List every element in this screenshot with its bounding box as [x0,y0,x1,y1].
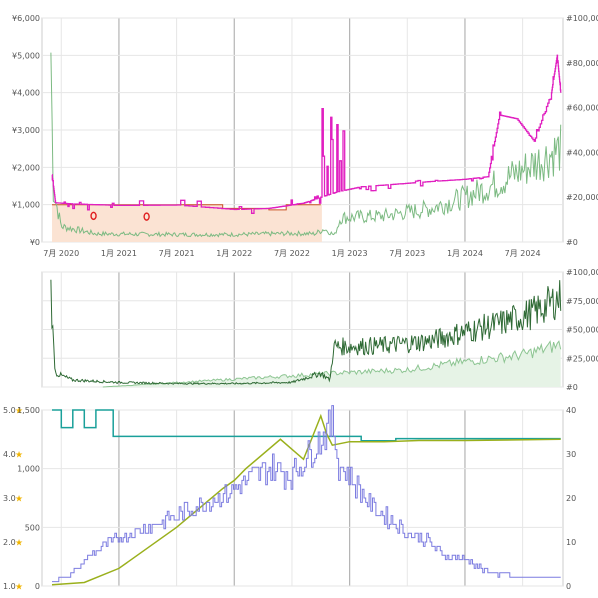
offer-y-tick-label: 10 [566,538,576,547]
price-y-tick-label: ¥6,000 [12,14,40,23]
used-price-line [50,52,562,238]
price-x-tick-label: 1月 2023 [332,249,368,258]
rating-y-tick-label: 2.0 [3,538,16,547]
rating-y-tick-label: 5.0 [3,406,16,415]
rank-light-area [102,341,561,387]
star-icon: ★ [15,539,23,549]
rank-right-tick-label: #60,000 [566,104,598,113]
price-y-tick-label: ¥0 [30,238,40,247]
price-x-tick-label: 7月 2023 [389,249,425,258]
rank-y-tick-label: #75,000 [566,297,598,306]
rank-y-tick-label: #25,000 [566,354,598,363]
offer-count-line [52,405,561,583]
price-y-tick-label: ¥3,000 [12,126,40,135]
rank-right-tick-label: #100,000 [566,14,598,23]
price-x-tick-label: 1月 2022 [216,249,252,258]
price-marker-0 [90,211,97,221]
review-count-y-tick-label: 1,000 [17,465,40,474]
price-y-tick-label: ¥5,000 [12,51,40,60]
rank-y-tick-label: #100,000 [566,268,598,277]
price-history-panel: ¥0 ¥1,000 ¥2,000 ¥3,000 ¥4,000 ¥5,000 ¥6,000 #0… [12,14,598,258]
new-price-line [51,54,562,214]
rank-y-tick-label: #0 [566,383,578,392]
price-y-tick-label: ¥1,000 [12,201,40,210]
rank-right-tick-label: #80,000 [566,59,598,68]
review-count-y-tick-label: 500 [25,523,40,532]
rating-y-tick-label: 1.0 [3,582,16,591]
offer-y-tick-label: 0 [566,582,571,591]
price-x-tick-label: 7月 2020 [43,249,79,258]
rating-y-tick-label: 3.0 [3,494,16,503]
offer-y-tick-label: 30 [566,450,576,459]
offer-y-tick-label: 40 [566,406,576,415]
review-count-y-tick-label: 1,500 [17,406,40,415]
price-y-tick-label: ¥2,000 [12,163,40,172]
rating-y-tick-label: 4.0 [3,450,16,459]
rank-right-tick-label: #0 [566,238,578,247]
price-x-tick-label: 1月 2021 [101,249,137,258]
offer-y-tick-label: 20 [566,494,576,503]
rating-review-panel: 1.0 ★2.0 ★3.0 ★4.0 ★5.0 ★05001,0001,500010203… [3,405,576,593]
price-marker-1 [143,212,150,221]
star-icon: ★ [15,583,23,593]
star-icon: ★ [15,495,23,505]
review-count-y-tick-label: 0 [35,582,40,591]
amazon-price-area [52,204,322,242]
star-icon: ★ [15,407,23,417]
rank-y-tick-label: #50,000 [566,326,598,335]
price-x-tick-label: 7月 2022 [274,249,310,258]
price-y-tick-label: ¥4,000 [12,89,40,98]
rank-right-tick-label: #20,000 [566,193,598,202]
rank-right-tick-label: #40,000 [566,148,598,157]
review-count-line [51,413,561,586]
price-x-tick-label: 7月 2024 [505,249,541,258]
star-icon: ★ [15,451,23,461]
price-x-tick-label: 7月 2021 [159,249,195,258]
price-x-tick-label: 1月 2024 [447,249,483,258]
rank-dark-line [50,279,562,385]
sales-rank-panel: #0 #25,000 #50,000 #75,000 #100,000 [41,268,598,392]
